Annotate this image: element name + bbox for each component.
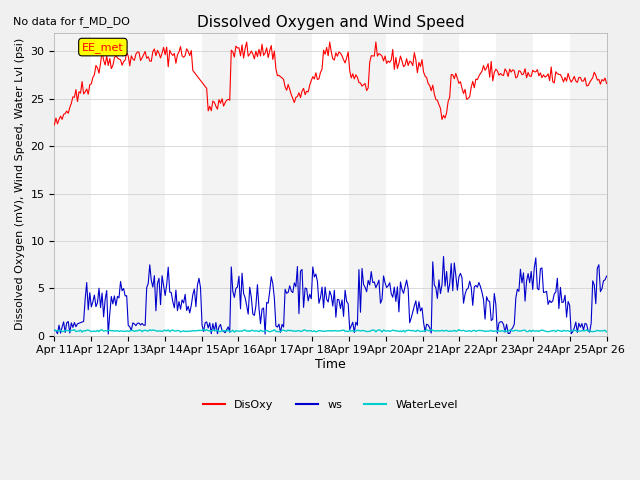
WaterLevel: [118, 328, 126, 334]
DisOxy: [243, 39, 250, 45]
Bar: [128, 33, 165, 336]
Legend: DisOxy, ws, WaterLevel: DisOxy, ws, WaterLevel: [199, 396, 462, 415]
DisOxy: [603, 81, 611, 86]
Line: DisOxy: DisOxy: [54, 42, 607, 125]
DisOxy: [215, 97, 223, 103]
DisOxy: [51, 122, 58, 128]
WaterLevel: [295, 328, 303, 334]
WaterLevel: [575, 328, 582, 334]
DisOxy: [573, 80, 581, 85]
Y-axis label: Dissolved Oxygen (mV), Wind Speed, Water Lvl (psi): Dissolved Oxygen (mV), Wind Speed, Water…: [15, 38, 25, 330]
Bar: [349, 33, 386, 336]
ws: [244, 311, 252, 317]
Bar: [570, 33, 607, 336]
Line: WaterLevel: WaterLevel: [54, 329, 607, 332]
Text: EE_met: EE_met: [82, 42, 124, 52]
WaterLevel: [200, 326, 207, 332]
X-axis label: Time: Time: [315, 358, 346, 371]
Bar: [496, 33, 533, 336]
ws: [51, 327, 58, 333]
Bar: [202, 33, 239, 336]
Bar: [422, 33, 460, 336]
ws: [235, 273, 243, 279]
WaterLevel: [246, 329, 253, 335]
Bar: [54, 33, 92, 336]
DisOxy: [244, 53, 252, 59]
DisOxy: [234, 45, 241, 51]
ws: [120, 286, 127, 291]
ws: [575, 320, 582, 326]
WaterLevel: [217, 329, 225, 335]
DisOxy: [118, 62, 126, 68]
ws: [104, 331, 112, 337]
Bar: [275, 33, 312, 336]
WaterLevel: [603, 329, 611, 335]
ws: [440, 253, 447, 259]
WaterLevel: [230, 329, 238, 335]
ws: [217, 322, 225, 327]
WaterLevel: [51, 327, 58, 333]
DisOxy: [294, 94, 301, 99]
WaterLevel: [237, 328, 244, 334]
Line: ws: ws: [54, 256, 607, 334]
ws: [603, 273, 611, 279]
Text: No data for f_MD_DO: No data for f_MD_DO: [13, 16, 130, 27]
ws: [294, 264, 301, 269]
Title: Dissolved Oxygen and Wind Speed: Dissolved Oxygen and Wind Speed: [196, 15, 464, 30]
